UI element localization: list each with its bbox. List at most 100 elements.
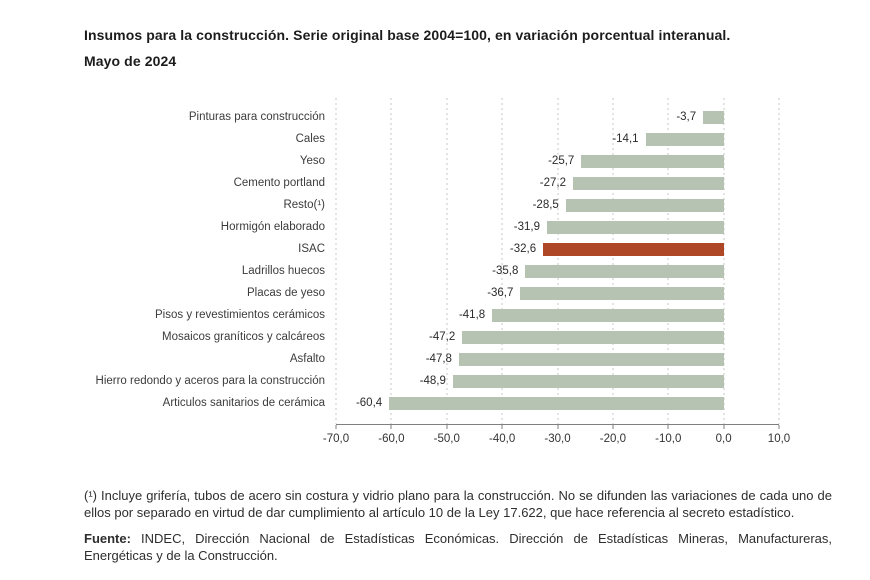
axis-tick-label: -20,0 — [599, 433, 626, 445]
value-label: -28,5 — [532, 199, 559, 211]
bar — [703, 110, 724, 124]
category-label: Hormigón elaborado — [220, 221, 325, 233]
axis-tick — [723, 425, 725, 429]
axis-tick — [390, 425, 392, 429]
axis-tick — [778, 425, 780, 429]
chart-row: Asfalto -47,8 — [84, 348, 779, 370]
axis-tick-label: -30,0 — [544, 433, 571, 445]
category-label: Yeso — [299, 155, 325, 167]
axis-tick — [501, 425, 503, 429]
value-label: -3,7 — [676, 111, 697, 123]
gridline — [723, 98, 725, 424]
value-label: -47,2 — [429, 331, 456, 343]
chart-row: Cemento portland -27,2 — [84, 172, 779, 194]
bar-track: -28,5 — [336, 194, 779, 216]
chart-plot-area: Pinturas para construcción -3,7 Cales -14,1… — [84, 98, 780, 424]
source-text: INDEC, Dirección Nacional de Estadística… — [84, 531, 832, 563]
bar-track: -48,9 — [336, 370, 779, 392]
axis-tick-label: 10,0 — [767, 433, 791, 445]
bar — [565, 198, 724, 212]
category-label: Mosaicos graníticos y calcáreos — [162, 331, 325, 343]
axis-tick-label: -10,0 — [655, 433, 682, 445]
bar — [520, 286, 724, 300]
value-label: -31,9 — [513, 221, 540, 233]
bar-track: -32,6 — [336, 238, 779, 260]
axis-tick — [557, 425, 558, 429]
gridline — [446, 98, 448, 424]
category-label: Placas de yeso — [247, 287, 325, 299]
gridline — [667, 98, 669, 424]
gridline-overlay — [335, 98, 780, 424]
value-label: -32,6 — [509, 243, 537, 255]
gridline — [778, 98, 780, 424]
x-axis: -70,0 -60,0 -50,0 -40,0 -30,0 -20,0 -10,0 0,0 10… — [323, 424, 790, 451]
bar — [581, 154, 724, 168]
bar-track: -27,2 — [336, 172, 779, 194]
bar-track: -47,8 — [336, 348, 779, 370]
chart-row: Pinturas para construcción -3,7 — [84, 106, 779, 128]
bar — [525, 264, 724, 278]
footnote: (¹) Incluye grifería, tubos de acero sin… — [84, 488, 832, 520]
axis-tick-label: -50,0 — [433, 433, 460, 445]
chart-row: Mosaicos graníticos y calcáreos -47,2 — [84, 326, 779, 348]
chart-row: Hierro redondo y aceros para la construc… — [84, 370, 779, 392]
gridline — [335, 98, 337, 424]
gridline — [390, 98, 392, 424]
value-label: -27,2 — [539, 177, 567, 189]
chart-title: Insumos para la construcción. Serie orig… — [84, 22, 830, 74]
bar-track: -14,1 — [336, 128, 779, 150]
category-label: Resto(¹) — [283, 199, 325, 211]
chart-row: Hormigón elaborado -31,9 — [84, 216, 779, 238]
bar-track: -36,7 — [336, 282, 779, 304]
source-line: Fuente: INDEC, Dirección Nacional de Est… — [84, 530, 832, 564]
axis-tick-label: -60,0 — [378, 433, 405, 445]
bar-track: -25,7 — [336, 150, 779, 172]
bar — [645, 132, 724, 146]
chart-row: Placas de yeso -36,7 — [84, 282, 779, 304]
category-label: Articulos sanitarios de cerámica — [162, 397, 325, 409]
bar-track: -60,4 — [336, 392, 779, 414]
category-label: Ladrillos huecos — [241, 265, 325, 277]
source-label: Fuente: — [84, 531, 131, 546]
bar — [462, 330, 724, 344]
axis-tick-label: -70,0 — [322, 433, 350, 445]
axis-tick — [335, 425, 337, 429]
chart-row: ISAC -32,6 — [84, 238, 779, 260]
chart-row: Cales -14,1 — [84, 128, 779, 150]
bar — [492, 308, 724, 322]
chart-row: Articulos sanitarios de cerámica -60,4 — [84, 392, 779, 414]
category-label: ISAC — [298, 243, 325, 255]
value-label: -35,8 — [492, 265, 519, 277]
value-label: -14,1 — [612, 133, 639, 145]
value-label: -36,7 — [487, 287, 514, 299]
highlight-bar — [543, 242, 724, 256]
category-label: Asfalto — [289, 353, 325, 365]
category-label: Pisos y revestimientos cerámicos — [155, 309, 325, 321]
bar — [389, 396, 724, 410]
category-label: Pinturas para construcción — [188, 111, 325, 123]
category-label: Cemento portland — [233, 177, 325, 189]
chart-row: Resto(¹) -28,5 — [84, 194, 779, 216]
chart-title-line1: Insumos para la construcción. Serie orig… — [84, 27, 731, 43]
bar-track: -35,8 — [336, 260, 779, 282]
bar-chart: Pinturas para construcción -3,7 Cales -14,1… — [84, 98, 790, 451]
bar-track: -31,9 — [336, 216, 779, 238]
axis-tick — [612, 425, 614, 429]
value-label: -25,7 — [548, 155, 575, 167]
notes-block: (¹) Incluye grifería, tubos de acero sin… — [84, 487, 832, 564]
value-label: -48,9 — [419, 375, 446, 387]
bar-track: -47,2 — [336, 326, 779, 348]
axis-tick — [446, 425, 448, 429]
chart-row: Ladrillos huecos -35,8 — [84, 260, 779, 282]
category-label: Cales — [295, 133, 325, 145]
value-label: -41,8 — [458, 309, 486, 321]
value-label: -47,8 — [425, 353, 452, 365]
gridline — [557, 98, 558, 424]
category-label: Hierro redondo y aceros para la construc… — [95, 375, 325, 387]
bar — [458, 352, 724, 366]
axis-tick-label: -40,0 — [489, 433, 516, 445]
bar — [452, 374, 724, 388]
gridline — [501, 98, 503, 424]
bar — [573, 176, 724, 190]
